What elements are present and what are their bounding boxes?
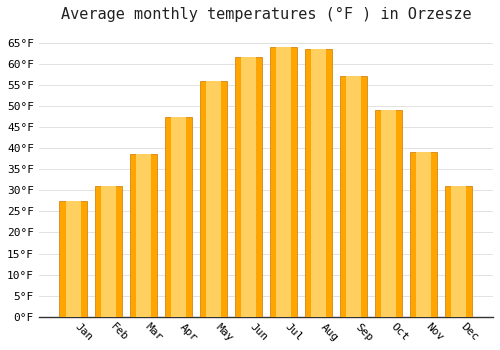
Bar (416, 152, 431, 317)
Bar (381, 110, 396, 317)
Bar (171, 117, 186, 317)
Bar (200, 80, 227, 317)
Bar (305, 49, 332, 317)
Bar (241, 57, 256, 317)
Bar (206, 80, 221, 317)
Bar (60, 201, 87, 317)
Bar (375, 110, 402, 317)
Bar (451, 186, 466, 317)
Bar (94, 186, 122, 317)
Title: Average monthly temperatures (°F ) in Orzesze: Average monthly temperatures (°F ) in Or… (60, 7, 471, 22)
Bar (276, 47, 291, 317)
Bar (66, 201, 80, 317)
Bar (445, 186, 472, 317)
Bar (311, 49, 326, 317)
Bar (136, 154, 151, 317)
Bar (100, 186, 116, 317)
Bar (130, 154, 157, 317)
Bar (346, 76, 361, 317)
Bar (410, 152, 438, 317)
Bar (234, 57, 262, 317)
Bar (270, 47, 297, 317)
Bar (164, 117, 192, 317)
Bar (340, 76, 367, 317)
